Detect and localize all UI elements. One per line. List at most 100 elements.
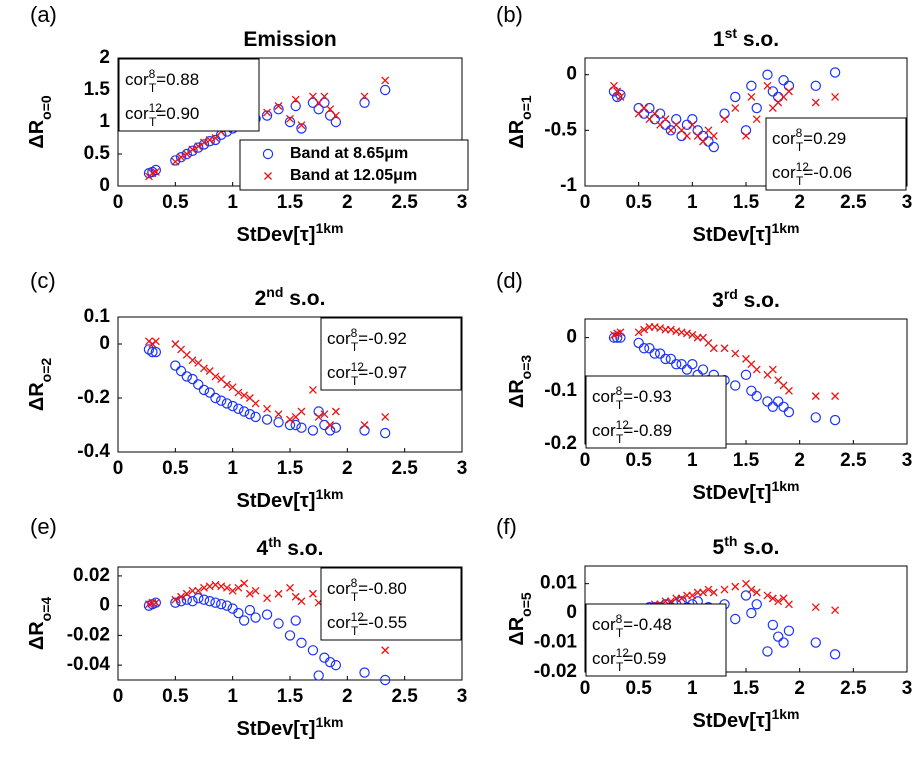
scatter-point xyxy=(291,95,300,104)
text-part: =0.29 xyxy=(803,129,846,148)
scatter-point xyxy=(720,585,729,594)
x-tick-label: 2.5 xyxy=(840,192,867,213)
text-part: ΔR xyxy=(506,379,528,408)
x-tick-label: 3 xyxy=(457,686,468,707)
scatter-point xyxy=(240,579,249,588)
text-part: T xyxy=(351,374,359,388)
scatter-point xyxy=(177,592,186,601)
legend-box xyxy=(239,139,469,191)
scatter-point xyxy=(286,583,294,592)
scatter-point xyxy=(762,646,773,657)
x-tick-label: 3 xyxy=(457,192,468,213)
scatter-point xyxy=(263,594,272,603)
scatter-point xyxy=(244,604,256,616)
scatter-point xyxy=(330,659,342,671)
scatter-point xyxy=(360,421,369,429)
scatter-point xyxy=(379,674,391,686)
text-part: cor xyxy=(592,387,616,406)
scatter-point xyxy=(720,115,729,124)
text-part: StDev[τ] xyxy=(237,718,316,740)
scatter-point xyxy=(245,589,254,598)
scatter-point xyxy=(783,406,795,418)
scatter-point xyxy=(284,630,296,641)
text-part: ΔR xyxy=(26,119,48,148)
text-part: 1km xyxy=(771,220,799,236)
scatter-point xyxy=(181,594,192,605)
scatter-point xyxy=(170,597,181,608)
text-part: =-0.89 xyxy=(623,421,672,440)
text-part: 8 xyxy=(796,126,803,140)
scatter-point xyxy=(740,125,752,136)
text-part: 1km xyxy=(315,486,343,502)
legend-marker xyxy=(262,148,274,160)
scatter-point xyxy=(709,344,718,353)
text-part: Emission xyxy=(243,28,336,51)
text-part: T xyxy=(149,81,157,95)
x-tick-label: 0.5 xyxy=(162,192,189,213)
scatter-point xyxy=(778,401,789,412)
x-axis-label: StDev[τ]1km xyxy=(237,486,344,512)
text-part: StDev[τ] xyxy=(237,490,316,512)
scatter-point xyxy=(708,141,720,153)
x-tick-label: 2.5 xyxy=(840,450,867,471)
x-tick-label: 3 xyxy=(457,458,468,479)
scatter-point xyxy=(704,585,713,594)
annotation-box xyxy=(585,603,727,677)
scatter-point xyxy=(324,656,336,668)
x-tick-label: 0.5 xyxy=(625,678,652,699)
scatter-point xyxy=(731,349,740,358)
y-axis-label: ΔRo=4 xyxy=(26,597,54,651)
scatter-point xyxy=(286,114,294,123)
text-part: 5 xyxy=(713,536,725,559)
text-part: =-0.06 xyxy=(803,163,852,182)
scatter-point xyxy=(767,86,779,97)
scatter-point xyxy=(274,410,283,419)
scatter-point xyxy=(177,153,186,162)
scatter-point xyxy=(263,108,272,117)
scatter-point xyxy=(308,589,317,598)
scatter-point xyxy=(151,167,160,176)
x-tick-label: 1.5 xyxy=(733,450,760,471)
scatter-point xyxy=(676,359,687,370)
text-part: cor xyxy=(327,329,351,348)
y-tick-label: 0 xyxy=(99,175,110,196)
scatter-point xyxy=(297,407,306,416)
scatter-point xyxy=(222,583,231,592)
scatter-point xyxy=(359,667,370,678)
y-tick-label: 0.01 xyxy=(540,573,577,594)
panel-label: (b) xyxy=(496,2,523,27)
x-tick-label: 0.5 xyxy=(162,686,189,707)
legend-label: Band at 12.05μm xyxy=(290,167,417,184)
y-tick-label: 0 xyxy=(566,602,577,623)
text-part: 8 xyxy=(149,67,156,81)
annotation-box xyxy=(320,567,462,641)
text-part: cor xyxy=(125,104,149,123)
scatter-point xyxy=(697,364,709,375)
chart-title: Emission xyxy=(243,28,336,51)
text-part: 1km xyxy=(771,478,799,494)
scatter-point xyxy=(188,145,197,154)
scatter-point xyxy=(778,75,789,86)
scatter-point xyxy=(324,425,336,436)
scatter-point xyxy=(319,97,330,109)
scatter-point xyxy=(730,91,741,103)
scatter-point xyxy=(200,583,208,592)
scatter-point xyxy=(681,364,693,375)
text-part: cor xyxy=(125,70,149,89)
scatter-point xyxy=(767,401,779,412)
series xyxy=(610,81,840,146)
scatter-point xyxy=(320,92,329,101)
scatter-point xyxy=(740,590,752,601)
text-part: 8 xyxy=(616,612,623,626)
scatter-point xyxy=(261,110,273,121)
x-tick-label: 0 xyxy=(113,686,124,707)
y-tick-label: -1 xyxy=(560,175,577,196)
scatter-point xyxy=(273,618,284,629)
text-part: T xyxy=(616,626,624,640)
scatter-point xyxy=(244,409,256,420)
text-part: =-0.48 xyxy=(623,615,672,634)
scatter-point xyxy=(778,637,789,648)
y-tick-label: 2 xyxy=(99,47,110,68)
scatter-point xyxy=(709,131,718,140)
text-part: 12 xyxy=(149,101,163,115)
